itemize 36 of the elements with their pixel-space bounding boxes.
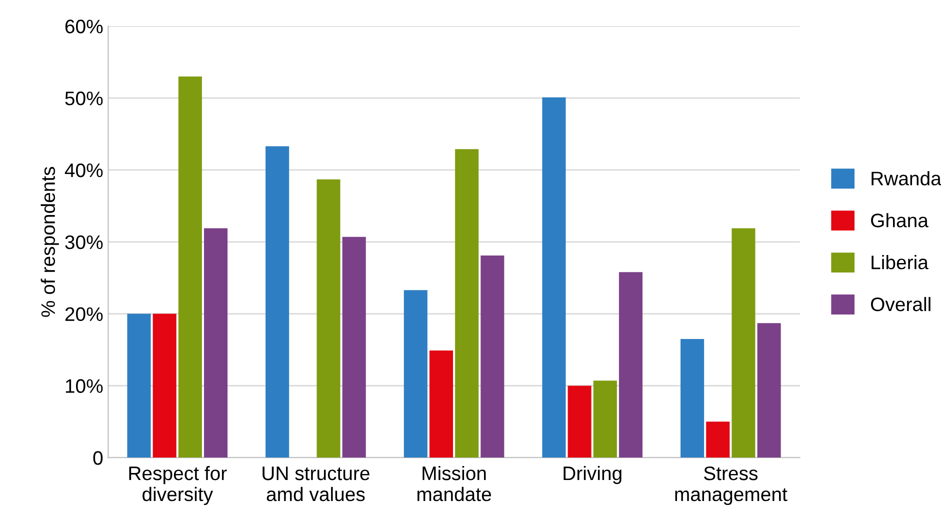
y-axis-title: % of respondents	[40, 166, 59, 317]
bar	[342, 236, 366, 458]
y-tick-label: 10%	[66, 379, 103, 393]
legend-label: Rwanda	[872, 171, 941, 186]
legend-label: Overall	[870, 296, 930, 312]
bar	[404, 290, 428, 458]
y-tick-label: 60%	[65, 20, 103, 34]
bar	[593, 380, 617, 458]
legend-label: Liberia	[872, 255, 928, 270]
x-tick-label: Stress management	[675, 466, 788, 506]
bar	[706, 422, 730, 458]
y-tick-label: 40%	[64, 163, 103, 178]
bar	[316, 179, 340, 458]
y-tick-label: 30%	[65, 235, 103, 250]
y-tick-label: 0	[93, 451, 103, 465]
bar	[429, 350, 454, 458]
x-tick-label: Respect for diversity	[129, 466, 227, 506]
x-tick-label: Driving	[564, 466, 622, 484]
bar	[204, 228, 228, 458]
bar	[680, 338, 704, 458]
bar	[266, 146, 290, 458]
bar	[618, 272, 643, 458]
bar	[178, 76, 202, 458]
bar	[152, 314, 176, 458]
legend-label: Ghana	[871, 213, 928, 228]
bar	[127, 314, 151, 458]
bar	[568, 386, 592, 458]
y-tick-label: 50%	[65, 92, 103, 106]
bar	[542, 97, 566, 458]
x-tick-label: Mission mandate	[417, 466, 492, 502]
bar	[480, 256, 504, 458]
bar	[732, 228, 756, 458]
bar	[757, 323, 781, 458]
bar	[455, 149, 479, 458]
y-tick-label: 20%	[65, 307, 103, 322]
x-tick-label: UN structure amd values	[262, 466, 370, 502]
